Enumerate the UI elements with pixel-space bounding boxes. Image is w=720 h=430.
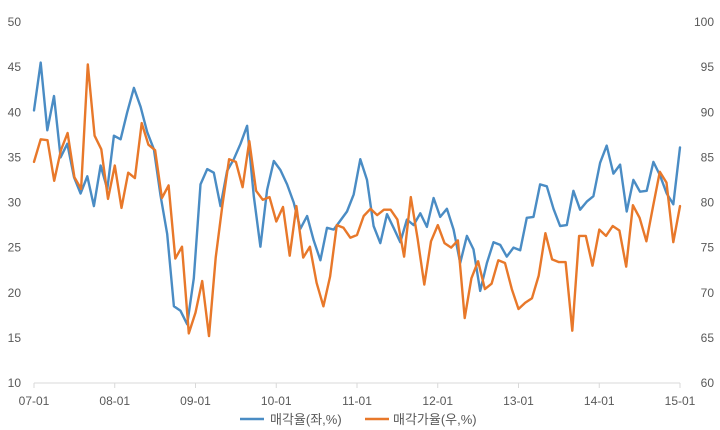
left-axis-tick-label: 25: [8, 241, 22, 255]
legend-label: 매각율(좌,%): [270, 412, 342, 427]
right-axis-tick-label: 85: [701, 150, 715, 164]
right-axis-tick-label: 90: [701, 105, 715, 119]
x-axis-tick-label: 14-01: [584, 394, 615, 408]
x-axis-tick-label: 11-01: [342, 394, 372, 408]
x-axis-tick-label: 12-01: [422, 394, 453, 408]
x-axis-tick-label: 13-01: [503, 394, 534, 408]
x-axis-tick-label: 07-01: [19, 394, 50, 408]
series-lines: [32, 61, 682, 338]
right-axis-tick-label: 60: [701, 376, 715, 390]
left-axis-tick-label: 35: [8, 150, 22, 164]
left-axis-tick-label: 45: [8, 60, 22, 74]
left-axis-tick-label: 30: [8, 196, 22, 210]
right-axis-tick-label: 80: [701, 196, 715, 210]
left-axis-tick-label: 10: [8, 376, 22, 390]
left-axis-tick-label: 50: [8, 15, 22, 29]
right-axis-tick-label: 95: [701, 60, 715, 74]
x-axis-tick-label: 08-01: [99, 394, 130, 408]
right-axis-tick-label: 65: [701, 331, 715, 345]
left-axis-ticks: 10 15 20 25 30 35 40 45 50: [8, 15, 22, 390]
left-axis-tick-label: 15: [8, 331, 22, 345]
x-axis-tick-label: 15-01: [665, 394, 696, 408]
legend: 매각율(좌,%) 매각가율(우,%): [240, 412, 477, 427]
series-line-right-axis: [32, 63, 682, 338]
left-axis-tick-label: 40: [8, 105, 22, 119]
left-axis-tick-label: 20: [8, 286, 22, 300]
right-axis-tick-label: 70: [701, 286, 715, 300]
legend-label: 매각가율(우,%): [393, 412, 477, 427]
x-axis-tick-label: 09-01: [180, 394, 211, 408]
right-axis-ticks: 60 65 70 75 80 85 90 95 100: [694, 15, 714, 390]
right-axis-tick-label: 75: [701, 241, 715, 255]
series-line-left-axis: [32, 61, 682, 326]
x-axis-ticks: 07-01 08-01 09-01 10-01 11-01 12-01 13-01 14-01…: [19, 383, 696, 408]
x-axis-tick-label: 10-01: [261, 394, 292, 408]
right-axis-tick-label: 100: [694, 15, 714, 29]
